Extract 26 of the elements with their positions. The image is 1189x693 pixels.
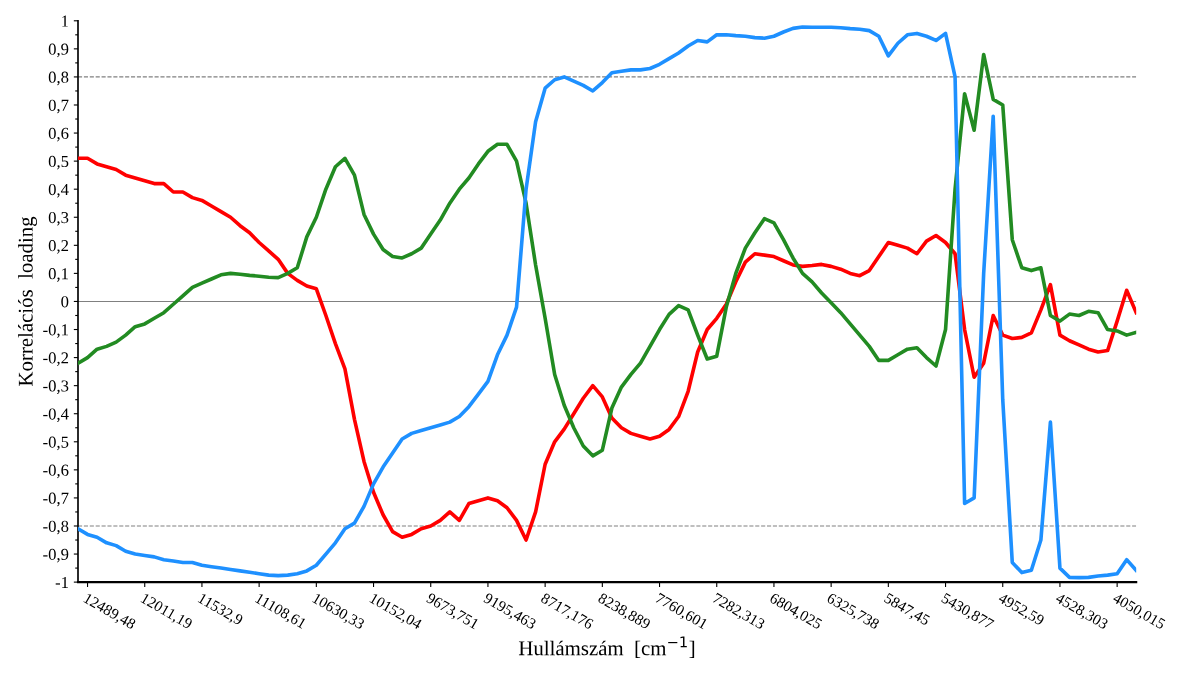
y-tick-label: -0,5 (43, 436, 69, 451)
line-series (78, 52, 1137, 458)
y-tick-label: 0,1 (48, 268, 68, 282)
y-tick-label: -1 (55, 576, 68, 588)
y-tick-label: -0,7 (43, 492, 69, 507)
y-tick-label: -0,2 (43, 352, 69, 366)
y-tick-label: 0,9 (48, 43, 69, 58)
y-tick-label: 0,8 (48, 71, 69, 86)
y-tick-label: 0,4 (48, 183, 69, 198)
y-tick-label: 1 (62, 15, 68, 27)
y-tick-label: 0,5 (48, 155, 69, 170)
y-tick-label: -0,4 (43, 408, 69, 423)
y-tick-label: 0,3 (48, 211, 69, 226)
line-series (78, 156, 1137, 542)
y-tick-label: 0,6 (48, 127, 69, 142)
line-series (78, 25, 1137, 580)
y-tick-label: -0,6 (43, 464, 69, 479)
y-tick-label: -0,8 (43, 520, 69, 535)
y-tick-label: -0,9 (43, 548, 69, 563)
x-axis-title: Hullámszám [cm$^{−1}$] (518, 636, 695, 658)
y-tick-label: -0,1 (43, 324, 68, 338)
y-tick-label: 0,2 (48, 240, 69, 254)
y-tick-label: 0,7 (48, 99, 69, 114)
y-tick-label: 0 (61, 296, 69, 308)
y-axis-title: Korrelációs loading (18, 216, 38, 386)
y-tick-label: -0,3 (43, 380, 69, 394)
